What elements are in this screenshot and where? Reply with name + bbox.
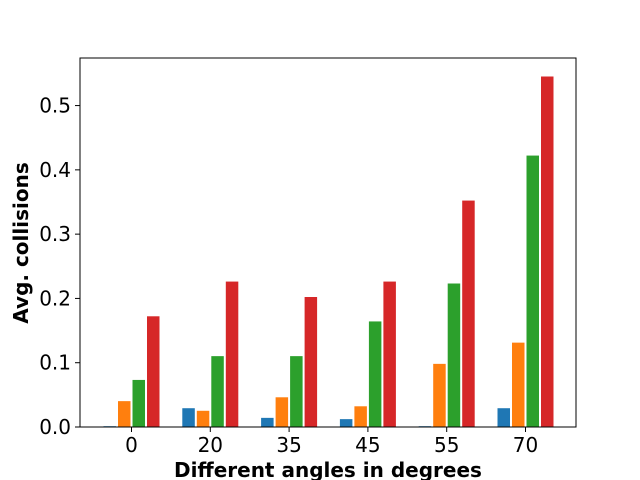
bar-0-series-4 (146, 315, 161, 428)
bar-20-series-2 (195, 409, 211, 428)
bar-70-series-4 (540, 75, 555, 428)
bar-70-series-3 (525, 154, 540, 428)
bar-20-series-1 (181, 407, 196, 428)
plot-frame (79, 57, 577, 428)
bar-45-series-1 (338, 418, 354, 428)
bar-35-series-1 (260, 416, 275, 428)
bars-layer (102, 75, 555, 428)
y-tick-label: 0.2 (39, 286, 71, 310)
bar-35-series-2 (274, 396, 290, 428)
y-tick-label: 0.4 (39, 158, 71, 182)
x-tick-label: 45 (355, 433, 380, 457)
x-tick-label: 55 (434, 433, 459, 457)
y-axis: 0.0 0.1 0.2 0.3 0.4 0.5 (39, 94, 80, 439)
bar-70-series-1 (496, 407, 511, 428)
y-tick-label: 0.3 (39, 222, 71, 246)
bar-0-series-3 (131, 378, 146, 428)
x-tick-label: 0 (125, 433, 138, 457)
y-axis-label: Avg. collisions (9, 162, 33, 323)
x-axis-label: Different angles in degrees (174, 458, 482, 480)
bar-55-series-2 (432, 362, 447, 428)
bar-0-series-2 (117, 400, 132, 428)
bar-70-series-2 (511, 341, 526, 428)
bar-55-series-4 (461, 199, 476, 428)
bar-20-series-4 (224, 280, 240, 428)
bar-45-series-2 (353, 405, 368, 428)
bar-35-series-4 (303, 296, 319, 428)
y-tick-label: 0.1 (39, 351, 71, 375)
bar-20-series-3 (210, 355, 225, 428)
bar-55-series-3 (446, 282, 462, 428)
x-axis: 0 20 35 45 55 70 (125, 427, 538, 457)
x-tick-label: 70 (513, 433, 538, 457)
x-tick-label: 35 (276, 433, 301, 457)
y-tick-label: 0.5 (39, 94, 71, 118)
x-tick-label: 20 (198, 433, 223, 457)
y-tick-label: 0.0 (39, 415, 71, 439)
bar-35-series-3 (289, 355, 304, 428)
bar-45-series-4 (382, 280, 397, 428)
bar-45-series-3 (367, 320, 383, 428)
